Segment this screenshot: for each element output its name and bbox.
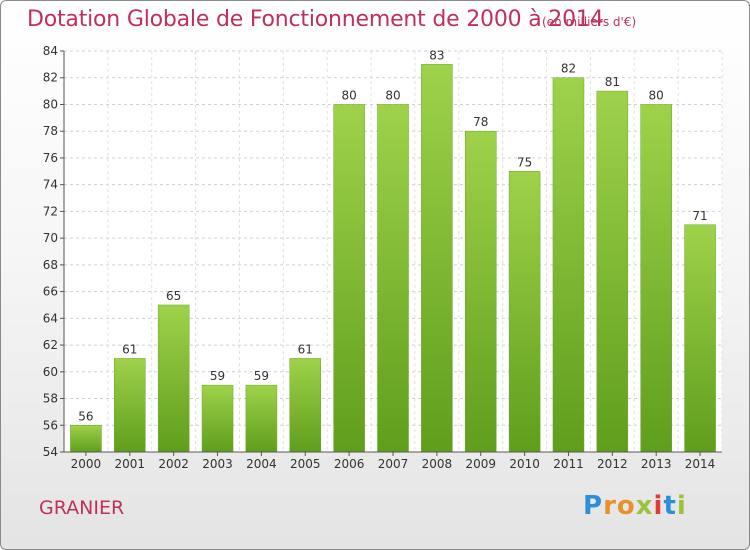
value-label-2011: 82 bbox=[561, 62, 576, 76]
x-tick-label-2000: 2000 bbox=[71, 457, 102, 471]
x-tick-label-2006: 2006 bbox=[334, 457, 365, 471]
y-tick-label: 72 bbox=[43, 204, 58, 218]
value-label-2012: 81 bbox=[605, 75, 620, 89]
y-tick-label: 68 bbox=[43, 258, 58, 272]
bars bbox=[70, 64, 716, 453]
bar-2011 bbox=[552, 77, 585, 453]
bar-2014 bbox=[684, 224, 716, 453]
bar-2012 bbox=[596, 90, 629, 453]
y-tick-label: 66 bbox=[43, 285, 58, 299]
value-label-2010: 75 bbox=[517, 155, 532, 169]
value-label-2007: 80 bbox=[385, 88, 400, 102]
y-tick-label: 70 bbox=[43, 231, 58, 245]
value-label-2002: 65 bbox=[166, 289, 181, 303]
y-tick-label: 60 bbox=[43, 365, 58, 379]
bar-2000 bbox=[70, 425, 102, 453]
bar-2006 bbox=[333, 104, 365, 453]
x-tick-label-2001: 2001 bbox=[115, 457, 146, 471]
value-label-2005: 61 bbox=[298, 342, 313, 356]
x-tick-label-2011: 2011 bbox=[553, 457, 584, 471]
y-tick-label: 80 bbox=[43, 97, 58, 111]
proxiti-logo[interactable]: Proxiti bbox=[583, 491, 687, 521]
x-tick-label-2003: 2003 bbox=[202, 457, 233, 471]
value-labels: 56 61 65 59 59 61 80 80 83 78 75 82 81 80 71 bbox=[78, 48, 707, 423]
bar-2013 bbox=[640, 104, 672, 453]
x-tick-label-2010: 2010 bbox=[509, 457, 540, 471]
y-tick-label: 82 bbox=[43, 71, 58, 85]
x-tick-label-2008: 2008 bbox=[422, 457, 453, 471]
y-tick-label: 74 bbox=[43, 178, 58, 192]
x-axis: 2000 2001 2002 2003 2004 2005 2006 2007 2008 2009… bbox=[64, 451, 722, 471]
value-label-2001: 61 bbox=[122, 342, 137, 356]
commune-name: GRANIER bbox=[39, 497, 125, 519]
value-label-2014: 71 bbox=[692, 209, 707, 223]
value-label-2008: 83 bbox=[429, 48, 444, 62]
y-tick-label: 64 bbox=[43, 311, 58, 325]
value-label-2003: 59 bbox=[210, 369, 225, 383]
y-tick-label: 62 bbox=[43, 338, 58, 352]
y-tick-label: 54 bbox=[43, 445, 58, 459]
x-tick-label-2005: 2005 bbox=[290, 457, 321, 471]
x-tick-label-2009: 2009 bbox=[465, 457, 496, 471]
bar-2008 bbox=[421, 64, 453, 453]
x-tick-label-2007: 2007 bbox=[378, 457, 409, 471]
y-tick-label: 78 bbox=[43, 124, 58, 138]
bar-2004 bbox=[245, 384, 278, 453]
bar-2005 bbox=[289, 358, 322, 453]
value-label-2004: 59 bbox=[254, 369, 269, 383]
chart-title: Dotation Globale de Fonctionnement de 20… bbox=[27, 7, 604, 32]
y-tick-label: 84 bbox=[43, 44, 58, 58]
y-tick-label: 76 bbox=[43, 151, 58, 165]
value-label-2009: 78 bbox=[473, 115, 488, 129]
bar-2003 bbox=[201, 384, 234, 453]
value-label-2006: 80 bbox=[341, 88, 356, 102]
x-tick-label-2002: 2002 bbox=[158, 457, 189, 471]
bar-2010 bbox=[508, 171, 541, 453]
x-tick-label-2004: 2004 bbox=[246, 457, 277, 471]
value-label-2000: 56 bbox=[78, 409, 93, 423]
bar-2009 bbox=[464, 130, 497, 453]
x-tick-label-2013: 2013 bbox=[641, 457, 672, 471]
bar-2001 bbox=[114, 358, 146, 453]
x-tick-label-2014: 2014 bbox=[685, 457, 716, 471]
x-tick-label-2012: 2012 bbox=[597, 457, 628, 471]
bar-2002 bbox=[157, 304, 190, 453]
y-tick-label: 58 bbox=[43, 392, 58, 406]
value-label-2013: 80 bbox=[649, 88, 664, 102]
y-axis: 54 56 58 60 62 64 66 68 70 72 74 76 78 80 82 84 bbox=[43, 44, 65, 459]
y-tick-label: 56 bbox=[43, 418, 58, 432]
chart-subtitle: (en milliers d'€) bbox=[542, 15, 637, 29]
bar-2007 bbox=[377, 104, 409, 453]
